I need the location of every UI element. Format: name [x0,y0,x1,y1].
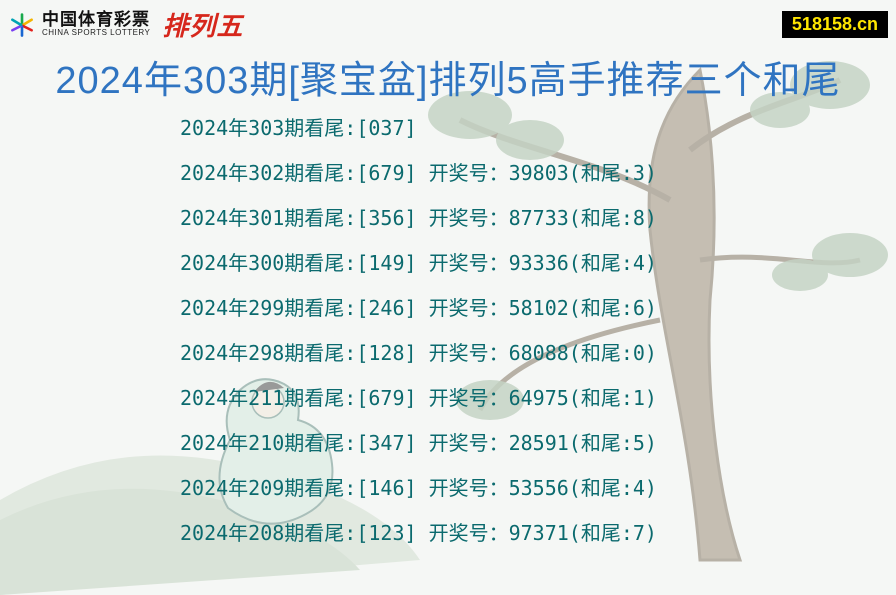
prediction-row: 2024年209期看尾:[146] 开奖号：53556(和尾:4) [180,478,896,498]
brand-name-cn: 中国体育彩票 [42,11,150,29]
prediction-row: 2024年302期看尾:[679] 开奖号：39803(和尾:3) [180,163,896,183]
brand-block: 中国体育彩票 CHINA SPORTS LOTTERY 排列五 [8,6,243,43]
prediction-row: 2024年303期看尾:[037] [180,118,896,138]
header: 中国体育彩票 CHINA SPORTS LOTTERY 排列五 518158.c… [0,0,896,45]
prediction-row: 2024年211期看尾:[679] 开奖号：64975(和尾:1) [180,388,896,408]
prediction-row: 2024年210期看尾:[347] 开奖号：28591(和尾:5) [180,433,896,453]
lottery-logo-icon [8,11,36,39]
prediction-row: 2024年300期看尾:[149] 开奖号：93336(和尾:4) [180,253,896,273]
prediction-row: 2024年299期看尾:[246] 开奖号：58102(和尾:6) [180,298,896,318]
page-title: 2024年303期[聚宝盆]排列5高手推荐三个和尾 [0,49,896,104]
prediction-row: 2024年298期看尾:[128] 开奖号：68088(和尾:0) [180,343,896,363]
prediction-row: 2024年301期看尾:[356] 开奖号：87733(和尾:8) [180,208,896,228]
brand-name-en: CHINA SPORTS LOTTERY [42,29,150,37]
product-name: 排列五 [162,6,243,43]
prediction-list: 2024年303期看尾:[037] 2024年302期看尾:[679] 开奖号：3… [0,118,896,543]
brand-text: 中国体育彩票 CHINA SPORTS LOTTERY [42,11,150,37]
prediction-row: 2024年208期看尾:[123] 开奖号：97371(和尾:7) [180,523,896,543]
site-badge: 518158.cn [782,11,888,38]
